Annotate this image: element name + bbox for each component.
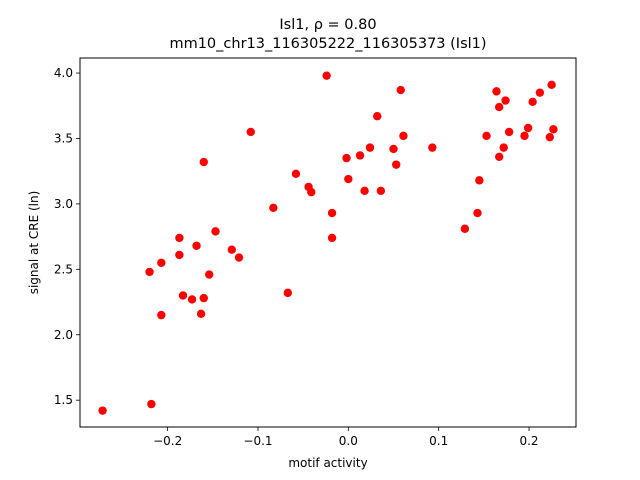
- data-points: [98, 71, 558, 415]
- scatter-point: [501, 96, 510, 105]
- scatter-point: [157, 310, 166, 320]
- scatter-point: [342, 153, 351, 163]
- y-tick-label: 2.0: [54, 328, 73, 342]
- y-tick-label: 4.0: [54, 66, 73, 80]
- chart-title-line-2: mm10_chr13_116305222_116305373 (Isl1): [169, 36, 486, 52]
- scatter-point: [199, 157, 208, 167]
- scatter-point: [549, 125, 558, 134]
- y-tick-label: 3.0: [54, 197, 73, 211]
- scatter-point: [373, 112, 382, 121]
- scatter-point: [196, 309, 206, 319]
- scatter-point: [475, 176, 484, 185]
- scatter-point: [355, 151, 365, 160]
- x-tick-label: 0.1: [429, 434, 448, 448]
- chart-title-line-1: Isl1, ρ = 0.80: [279, 17, 376, 33]
- scatter-point: [234, 253, 244, 262]
- scatter-point: [545, 132, 554, 142]
- y-axis-label: signal at CRE (ln): [27, 191, 41, 295]
- x-axis-label: motif activity: [288, 456, 367, 470]
- y-tick-label: 3.5: [54, 131, 73, 145]
- scatter-point: [145, 267, 154, 277]
- y-tick-label: 1.5: [54, 393, 73, 407]
- scatter-point: [175, 233, 184, 243]
- scatter-point: [547, 80, 556, 90]
- scatter-point: [246, 127, 255, 137]
- plot-frame: [79, 57, 577, 428]
- scatter-point: [147, 399, 156, 409]
- scatter-point: [473, 208, 482, 218]
- scatter-point: [504, 127, 514, 137]
- x-tick-label: 0.0: [339, 434, 358, 448]
- scatter-point: [495, 152, 504, 161]
- scatter-point: [482, 131, 491, 141]
- scatter-point: [269, 203, 278, 213]
- scatter-point: [322, 71, 331, 80]
- scatter-point: [399, 131, 408, 141]
- x-tick-label: −0.2: [153, 434, 182, 448]
- scatter-point: [307, 187, 316, 197]
- scatter-point: [523, 123, 533, 133]
- scatter-point: [192, 241, 201, 250]
- scatter-point: [376, 186, 386, 196]
- scatter-point: [98, 406, 107, 415]
- scatter-point: [157, 258, 166, 267]
- scatter-point: [495, 102, 504, 112]
- y-tick-label: 2.5: [54, 262, 73, 276]
- scatter-point: [389, 144, 398, 154]
- scatter-point: [175, 250, 184, 260]
- scatter-point: [460, 224, 470, 233]
- scatter-point: [327, 233, 337, 243]
- scatter-point: [396, 85, 405, 95]
- scatter-point: [492, 87, 501, 96]
- scatter-point: [187, 295, 197, 304]
- scatter-point: [428, 143, 437, 152]
- scatter-point: [283, 288, 292, 298]
- scatter-point: [520, 131, 529, 141]
- scatter-point: [392, 160, 401, 169]
- scatter-point: [528, 97, 537, 107]
- scatter-point: [291, 169, 301, 179]
- x-tick-label: −0.1: [243, 434, 272, 448]
- scatter-point: [360, 186, 369, 196]
- scatter-point: [227, 245, 236, 254]
- scatter-point: [535, 88, 545, 97]
- scatter-point: [204, 270, 214, 279]
- scatter-point: [327, 208, 337, 218]
- x-axis-ticks: −0.2 −0.1 0.0 0.1 0.2: [153, 427, 539, 448]
- scatter-point: [178, 291, 188, 300]
- scatter-point: [344, 174, 353, 184]
- scatter-point: [199, 293, 208, 303]
- y-axis-ticks: 1.5 2.0 2.5 3.0 3.5 4.0: [54, 66, 80, 407]
- scatter-point: [499, 143, 508, 152]
- x-tick-label: 0.2: [519, 434, 538, 448]
- scatter-point: [211, 227, 220, 236]
- scatter-point: [365, 143, 375, 152]
